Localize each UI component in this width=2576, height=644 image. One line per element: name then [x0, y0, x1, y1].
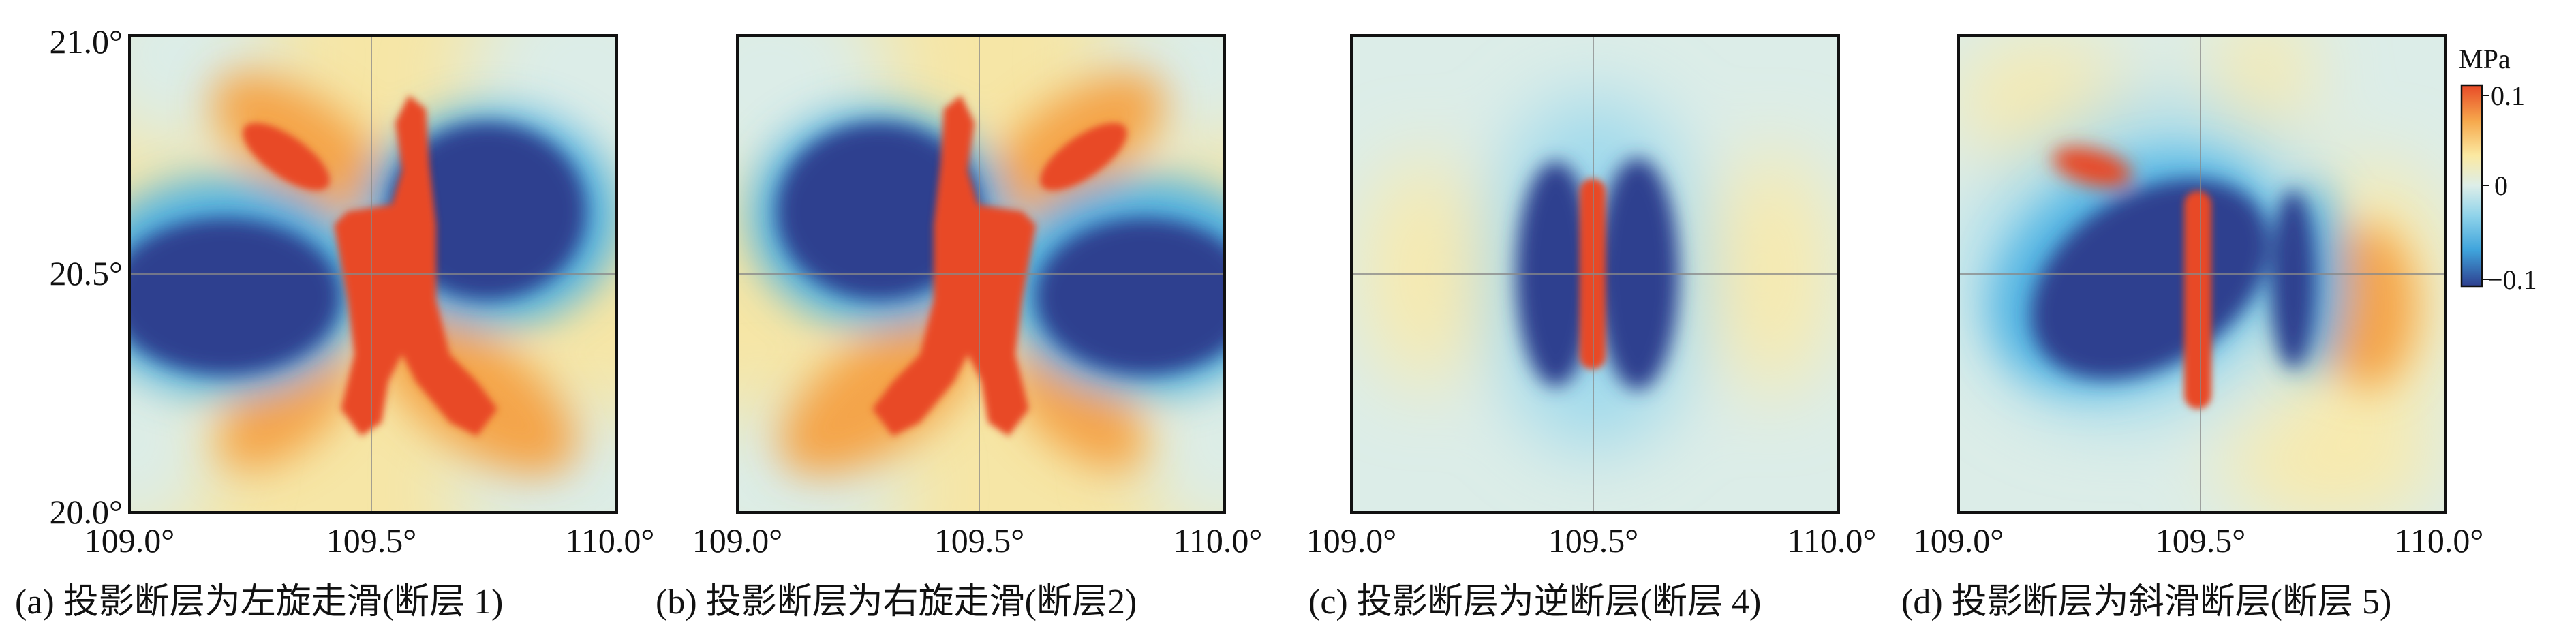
x-tick-label: 109.0°	[85, 521, 175, 559]
panel-c-frame	[1350, 34, 1840, 514]
x-tick-label: 109.0°	[692, 521, 783, 559]
colorbar: MPa 0.1 0 −0.1	[2459, 44, 2537, 295]
colorbar-gradient	[2460, 84, 2483, 288]
panel-a-caption: (a) 投影断层为左旋走滑(断层 1)	[15, 583, 503, 622]
panel-d-frame	[1957, 34, 2447, 514]
panel-d-heatmap	[1959, 35, 2446, 512]
x-tick-label: 109.5°	[2156, 521, 2246, 559]
panel-a-frame	[128, 34, 618, 514]
y-tick-label: 20.0°	[50, 493, 123, 531]
x-tick-label: 109.5°	[1548, 521, 1639, 559]
panel-d-caption: (d) 投影断层为斜滑断层(断层 5)	[1901, 583, 2391, 622]
x-tick-label: 109.5°	[934, 521, 1025, 559]
panel-b-heatmap	[737, 35, 1225, 512]
panel-c-heatmap	[1351, 35, 1839, 512]
y-tick-label: 20.5°	[50, 254, 123, 292]
panel-b-caption: (b) 投影断层为右旋走滑(断层2)	[656, 583, 1137, 622]
x-tick-label: 109.5°	[326, 521, 417, 559]
panel-a: 21.0° 20.5° 20.0° 109.0° 109.5° 110.0° (…	[15, 22, 655, 622]
panel-b: 109.0° 109.5° 110.0° (b) 投影断层为右旋走滑(断层2)	[656, 34, 1263, 622]
x-tick-label: 110.0°	[566, 521, 655, 559]
colorbar-tick-label: 0	[2494, 170, 2508, 201]
y-tick-label: 21.0°	[50, 22, 123, 61]
colorbar-unit: MPa	[2459, 44, 2511, 74]
x-tick-label: 110.0°	[2395, 521, 2484, 559]
x-tick-label: 109.0°	[1914, 521, 2004, 559]
panel-c: 109.0° 109.5° 110.0° (c) 投影断层为逆断层(断层 4)	[1306, 34, 1877, 622]
panel-b-frame	[736, 34, 1226, 514]
x-tick-label: 110.0°	[1174, 521, 1263, 559]
x-tick-label: 109.0°	[1306, 521, 1397, 559]
panel-a-heatmap	[129, 35, 617, 512]
panel-d: 109.0° 109.5° 110.0° (d) 投影断层为斜滑断层(断层 5)	[1901, 34, 2484, 622]
colorbar-tick-label: 0.1	[2491, 80, 2525, 111]
x-tick-label: 110.0°	[1788, 521, 1877, 559]
colorbar-tick-label: −0.1	[2487, 264, 2537, 295]
panel-c-caption: (c) 投影断层为逆断层(断层 4)	[1308, 583, 1761, 622]
